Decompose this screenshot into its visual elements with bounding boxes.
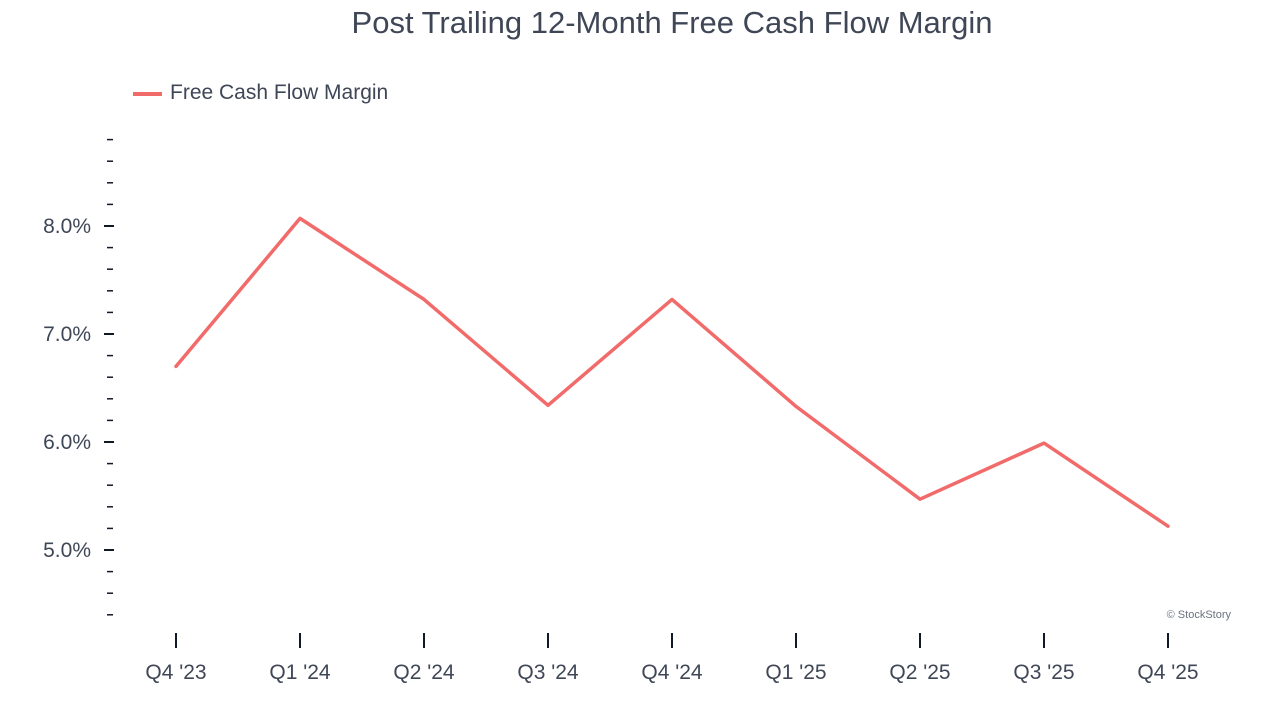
series-line-free-cash-flow-margin [174,216,1170,528]
data-point [794,404,798,408]
data-point [546,403,550,407]
x-tick-label: Q4 '24 [641,661,703,684]
data-point [670,297,674,301]
data-point [1166,524,1170,528]
y-tick-label: 8.0% [43,215,91,238]
legend-label: Free Cash Flow Margin [170,81,388,104]
data-point [1042,441,1046,445]
x-tick-label: Q1 '25 [765,661,826,684]
x-tick-label: Q4 '25 [1137,661,1198,684]
x-tick-label: Q3 '25 [1013,661,1074,684]
legend: Free Cash Flow Margin [133,81,388,104]
plot-area [174,216,1170,528]
x-axis: Q4 '23 Q1 '24 Q2 '24 Q3 '24 Q4 '24 Q1 '25 Q2 '… [145,633,1199,684]
y-axis: 5.0% 6.0% 7.0% 8.0% [43,138,114,616]
data-point [298,216,302,220]
credit-text: © StockStory [1167,609,1232,621]
x-tick-label: Q2 '25 [889,661,950,684]
y-tick-label: 6.0% [43,431,91,454]
data-point [174,364,178,368]
x-tick-label: Q1 '24 [269,661,331,684]
x-tick-label: Q4 '23 [145,661,206,684]
x-tick-label: Q2 '24 [393,661,455,684]
y-tick-label: 7.0% [43,323,91,346]
x-tick-label: Q3 '24 [517,661,579,684]
chart-title: Post Trailing 12-Month Free Cash Flow Ma… [352,5,993,40]
y-tick-label: 5.0% [43,539,91,562]
data-point [422,297,426,301]
data-point [918,497,922,501]
